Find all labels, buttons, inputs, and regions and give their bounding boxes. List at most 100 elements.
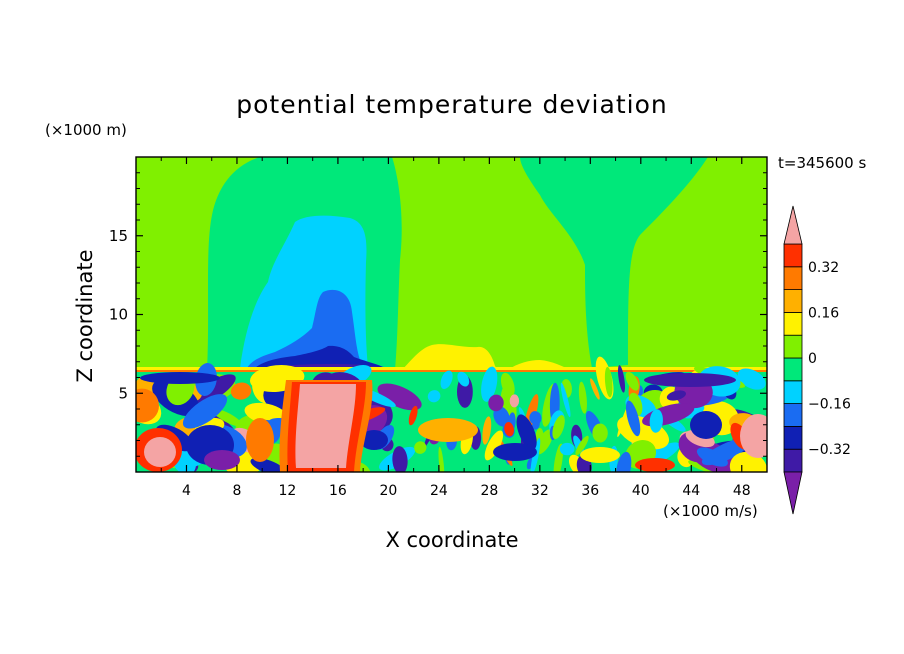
y-tick-label: 10 — [109, 306, 128, 324]
eddy-blob — [440, 370, 453, 390]
eddy-blob — [493, 406, 510, 427]
eddy-blob — [438, 446, 445, 472]
colorbar-band — [783, 425, 803, 450]
eddy-blob — [408, 405, 418, 426]
y-axis-label: Z coordinate — [73, 249, 97, 382]
x-unit-label: (×1000 m/s) — [663, 502, 758, 520]
eddy-feature — [204, 450, 240, 470]
x-tick-label: 48 — [733, 483, 751, 499]
y-tick-label: 5 — [118, 384, 128, 402]
eddy-feature — [144, 437, 176, 467]
x-tick-label: 32 — [531, 483, 549, 499]
x-axis: 4 8 12 16 20 24 28 32 36 40 44 48 — [160, 157, 751, 499]
eddy-feature — [360, 430, 388, 450]
y-tick-label: 15 — [109, 227, 128, 245]
contour-inversion-band-inner — [136, 370, 767, 372]
y-unit-label: (×1000 m) — [45, 121, 127, 139]
eddy-blob — [578, 381, 587, 414]
eddy-blob — [136, 388, 159, 423]
colorbar-band — [783, 289, 803, 313]
eddy-blob — [604, 366, 613, 398]
eddy-blob — [553, 443, 564, 472]
colorbar-band — [783, 311, 803, 336]
eddy-feature — [690, 411, 722, 439]
eddy-blob — [377, 383, 422, 411]
colorbar-label: 0 — [808, 351, 817, 367]
time-label: t=345600 s — [778, 154, 866, 172]
eddy-feature — [493, 443, 537, 461]
eddy-blob — [504, 422, 514, 437]
colorbar-label: 0.16 — [808, 305, 839, 321]
y-axis: 5 10 15 — [109, 172, 767, 457]
eddy-blob — [559, 442, 575, 456]
eddy-blob — [414, 441, 427, 454]
eddy-blob — [666, 390, 686, 401]
x-axis-label: X coordinate — [385, 528, 518, 552]
chart-title: potential temperature deviation — [236, 90, 667, 119]
colorbar-label: 0.32 — [808, 260, 839, 276]
colorbar: 0.32 0.16 0 −0.16 −0.32 — [783, 205, 851, 515]
eddy-blob — [560, 382, 571, 418]
x-tick-label: 40 — [632, 483, 650, 499]
contour-warm-cap-left — [400, 344, 500, 372]
colorbar-band — [783, 243, 803, 268]
colorbar-band — [783, 403, 803, 427]
eddy-blob — [457, 371, 470, 387]
eddy-blob — [392, 446, 408, 472]
eddy-blob — [182, 394, 228, 429]
eddy-blob — [649, 409, 663, 433]
eddy-blob — [535, 429, 553, 455]
eddy-feature — [644, 373, 736, 387]
eddy-feature — [740, 414, 767, 458]
contour-inversion-band — [136, 367, 767, 370]
x-tick-label: 36 — [581, 483, 599, 499]
colorbar-arrow-bottom — [783, 471, 803, 515]
eddy-blob — [737, 368, 766, 390]
eddy-blob — [552, 415, 565, 440]
eddy-blob — [617, 365, 626, 393]
eddy-blob — [250, 457, 286, 472]
eddy-blob — [230, 382, 252, 400]
colorbar-band — [783, 448, 803, 473]
colorbar-band — [783, 357, 803, 382]
eddy-blob — [530, 438, 541, 472]
x-tick-label: 4 — [182, 483, 191, 499]
eddy-blob — [592, 423, 608, 443]
colorbar-band — [783, 266, 803, 290]
eddy-blob — [482, 416, 492, 445]
x-tick-label: 12 — [279, 483, 297, 499]
eddy-blob — [516, 414, 537, 450]
eddy-blob — [427, 390, 441, 403]
x-tick-label: 20 — [379, 483, 397, 499]
eddy-blob — [729, 451, 767, 472]
eddy-feature — [580, 447, 620, 463]
x-tick-label: 28 — [480, 483, 498, 499]
colorbar-label: −0.16 — [808, 397, 851, 413]
eddy-blob — [509, 394, 520, 408]
eddy-feature — [246, 418, 274, 462]
eddy-feature — [418, 418, 478, 442]
eddy-blob — [484, 430, 504, 461]
colorbar-band — [783, 334, 803, 359]
eddy-blob — [212, 409, 243, 427]
eddy-blob — [625, 400, 641, 437]
contour-field — [136, 157, 767, 472]
eddy-blob — [625, 371, 639, 391]
contour-plume-core — [255, 345, 385, 368]
contour-plume-blue — [247, 289, 388, 368]
eddy-blob — [529, 411, 542, 425]
colorbar-band — [783, 380, 803, 404]
x-tick-label: 24 — [430, 483, 448, 499]
contour-negative-plume-right — [520, 157, 708, 368]
contour-thermal-core — [295, 384, 356, 468]
x-tick-label: 8 — [232, 483, 241, 499]
eddy-blob — [590, 378, 600, 400]
eddy-blob — [488, 394, 504, 412]
eddy-blob — [481, 366, 498, 402]
eddy-feature — [140, 372, 220, 384]
eddy-blob — [575, 435, 589, 456]
x-tick-label: 16 — [329, 483, 347, 499]
eddy-blob — [696, 447, 728, 467]
eddy-blob — [616, 451, 632, 472]
